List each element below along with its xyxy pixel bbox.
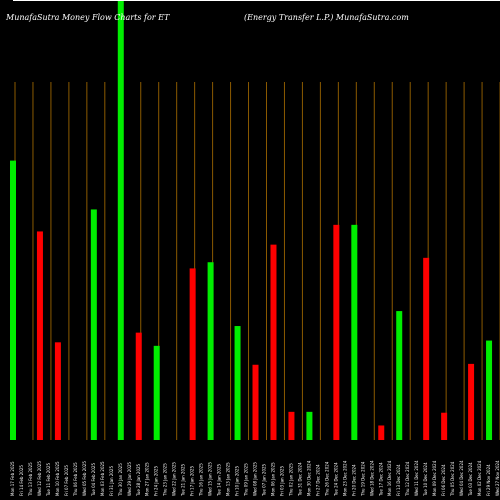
- x-tick-label: Fri 06 Dec 2024: [441, 464, 446, 496]
- bar: [423, 257, 430, 440]
- x-tick-label: Mon 03 Feb 2025: [100, 461, 105, 496]
- x-tick-label: Mon 02 Dec 2024: [477, 460, 482, 496]
- x-tick-label: Fri 03 Jan 2025: [279, 466, 284, 496]
- bar: [468, 363, 475, 440]
- bar: [252, 364, 259, 440]
- x-tick-label: Tue 28 Jan 2025: [136, 463, 141, 497]
- bar: [54, 342, 61, 440]
- x-tick-label: Wed 11 Dec 2024: [414, 460, 419, 496]
- x-tick-label: Wed 05 Feb 2025: [82, 461, 87, 496]
- x-tick-label: Thu 19 Dec 2024: [360, 461, 365, 497]
- x-tick-label: Wed 04 Dec 2024: [459, 460, 464, 496]
- bar: [378, 425, 385, 440]
- x-tick-label: Mon 30 Dec 2024: [306, 460, 311, 496]
- x-tick-label: Thu 06 Feb 2025: [73, 462, 78, 497]
- bar: [441, 412, 448, 440]
- bar: [288, 411, 295, 440]
- x-tick-label: Wed 15 Jan 2025: [208, 462, 213, 496]
- x-tick-label: Mon 16 Dec 2024: [387, 460, 392, 496]
- x-tick-label: Tue 21 Jan 2025: [181, 463, 186, 497]
- x-tick-label: Thu 13 Feb 2025: [28, 462, 33, 497]
- x-tick-label: Wed 08 Jan 2025: [253, 462, 258, 496]
- x-tick-label: Thu 30 Jan 2025: [118, 463, 123, 497]
- x-tick-label: Fri 24 Jan 2025: [154, 466, 159, 496]
- x-tick-label: Mon 09 Dec 2024: [432, 460, 437, 496]
- bar: [351, 224, 358, 440]
- bar: [333, 224, 340, 440]
- x-tick-label: Thu 02 Jan 2025: [288, 463, 293, 497]
- x-tick-label: Fri 27 Dec 2024: [315, 464, 320, 496]
- x-tick-label: Mon 10 Feb 2025: [55, 461, 60, 496]
- x-tick-label: Tue 17 Dec 2024: [378, 462, 383, 497]
- bar: [117, 0, 124, 440]
- x-tick-label: Tue 24 Dec 2024: [333, 462, 338, 497]
- x-tick-label: Fri 10 Jan 2025: [235, 466, 240, 496]
- bar: [153, 345, 160, 440]
- x-tick-label: Wed 22 Jan 2025: [172, 462, 177, 496]
- x-tick-label: Tue 31 Dec 2024: [297, 462, 302, 497]
- bar: [234, 326, 241, 440]
- bar: [486, 340, 493, 440]
- bar: [10, 160, 16, 440]
- x-tick-label: Fri 31 Jan 2025: [109, 466, 114, 496]
- x-tick-label: Wed 12 Feb 2025: [37, 461, 42, 496]
- x-tick-label: Thu 12 Dec 2024: [405, 461, 410, 497]
- bar: [207, 262, 214, 440]
- chart-title-left: MunafaSutra Money Flow Charts for ET: [5, 13, 170, 22]
- x-tick-label: Wed 27 Nov 2024: [495, 460, 500, 496]
- x-tick-label: Fri 29 Nov 2024: [486, 464, 491, 496]
- x-tick-label: Tue 03 Dec 2024: [468, 462, 473, 497]
- x-axis-ticks: Mon 17 Feb 2025 Fri 14 Feb 2025 Thu 13 Feb…: [10, 460, 500, 497]
- x-tick-label: Wed 29 Jan 2025: [127, 462, 132, 496]
- x-tick-label: Fri 17 Jan 2025: [190, 466, 195, 496]
- x-tick-label: Thu 26 Dec 2024: [324, 461, 329, 497]
- x-tick-label: Tue 04 Feb 2025: [91, 463, 96, 497]
- bar: [306, 411, 313, 440]
- x-tick-label: Tue 14 Jan 2025: [217, 463, 222, 497]
- bar-series: [10, 0, 493, 440]
- bar: [90, 209, 97, 440]
- x-tick-label: Tue 07 Jan 2025: [262, 463, 267, 497]
- bar: [270, 244, 277, 440]
- x-tick-label: Fri 14 Feb 2025: [19, 465, 24, 496]
- x-tick-label: Thu 23 Jan 2025: [163, 463, 168, 497]
- x-tick-label: Mon 17 Feb 2025: [10, 461, 15, 496]
- x-tick-label: Thu 16 Jan 2025: [199, 463, 204, 497]
- x-tick-label: Mon 06 Jan 2025: [270, 462, 275, 496]
- bar: [396, 311, 403, 440]
- bar: [189, 268, 196, 440]
- bar: [135, 332, 142, 440]
- x-tick-label: Tue 10 Dec 2024: [423, 462, 428, 497]
- x-tick-label: Thu 09 Jan 2025: [244, 463, 249, 497]
- x-tick-label: Tue 11 Feb 2025: [46, 463, 51, 497]
- x-tick-label: Wed 18 Dec 2024: [369, 460, 374, 496]
- x-tick-label: Fri 20 Dec 2024: [351, 464, 356, 496]
- chart-title-right: (Energy Transfer L.P.) MunafaSutra.com: [244, 13, 409, 22]
- x-tick-label: Mon 23 Dec 2024: [342, 460, 347, 496]
- x-tick-label: Fri 07 Feb 2025: [64, 465, 69, 496]
- x-tick-label: Thu 05 Dec 2024: [450, 461, 455, 497]
- x-tick-label: Mon 27 Jan 2025: [145, 462, 150, 496]
- bar: [36, 231, 43, 440]
- x-tick-label: Fri 13 Dec 2024: [396, 464, 401, 496]
- x-tick-label: Mon 13 Jan 2025: [226, 462, 231, 496]
